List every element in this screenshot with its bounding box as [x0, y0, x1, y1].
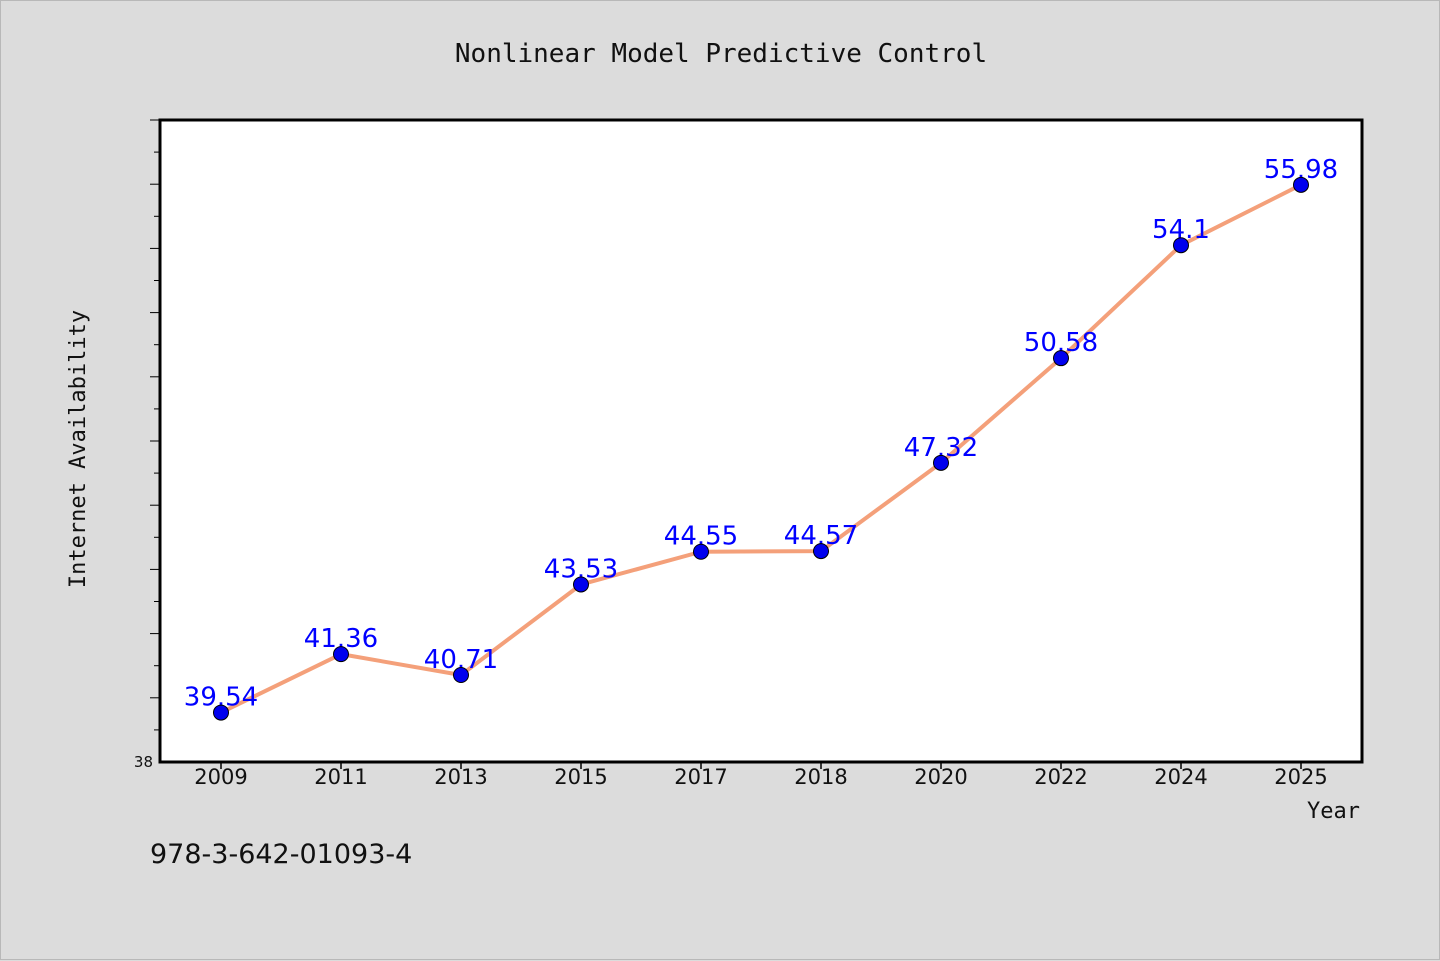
- y-axis-label: Internet Availability: [66, 310, 91, 588]
- x-tick-label: 2011: [314, 765, 367, 789]
- data-point: [813, 543, 829, 560]
- data-point: [1053, 350, 1069, 367]
- x-tick-label: 2013: [434, 765, 487, 789]
- isbn-text: 978-3-642-01093-4: [150, 839, 412, 870]
- x-tick-label: 2020: [914, 765, 967, 789]
- data-point: [333, 646, 349, 663]
- x-tick-label: 2009: [194, 765, 247, 789]
- data-point: [573, 576, 589, 593]
- x-axis-label: Year: [1307, 799, 1360, 824]
- data-point: [693, 543, 709, 560]
- y-axis-ticks: [150, 119, 160, 731]
- data-point: [933, 454, 949, 471]
- y-axis-min-label: 38: [134, 753, 153, 771]
- chart-title: Nonlinear Model Predictive Control: [455, 39, 987, 69]
- x-axis-ticks: 2009 2011 2013 2015 2017 2018 2020 2022 2024 2025: [194, 762, 1328, 789]
- x-tick-label: 2017: [674, 765, 727, 789]
- data-point: [1173, 237, 1189, 254]
- data-point: [213, 704, 229, 721]
- x-tick-label: 2018: [794, 765, 847, 789]
- x-tick-label: 2025: [1274, 765, 1327, 789]
- plot-area: [158, 118, 1364, 764]
- series-line: [219, 182, 1303, 715]
- data-point: [1293, 176, 1309, 193]
- data-point: [453, 667, 469, 684]
- x-tick-label: 2022: [1034, 765, 1087, 789]
- x-tick-label: 2015: [554, 765, 607, 789]
- x-tick-label: 2024: [1154, 765, 1207, 789]
